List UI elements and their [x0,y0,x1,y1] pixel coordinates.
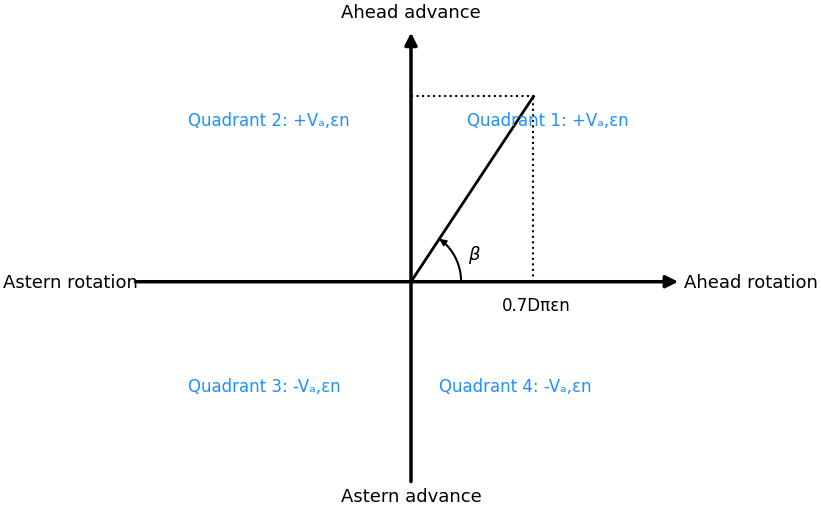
Text: Quadrant 2: +Vₐ,εn: Quadrant 2: +Vₐ,εn [188,111,350,129]
Text: Quadrant 1: +Vₐ,εn: Quadrant 1: +Vₐ,εn [466,111,628,129]
Text: Quadrant 3: -Vₐ,εn: Quadrant 3: -Vₐ,εn [188,377,341,395]
Text: Astern rotation: Astern rotation [3,273,138,291]
Text: β: β [468,245,479,264]
Text: Ahead rotation: Ahead rotation [684,273,818,291]
Text: Quadrant 4: -Vₐ,εn: Quadrant 4: -Vₐ,εn [439,377,591,395]
Text: 0.7Dπεn: 0.7Dπεn [502,297,571,315]
Text: Ahead advance: Ahead advance [341,4,481,22]
Text: Astern advance: Astern advance [341,487,481,505]
